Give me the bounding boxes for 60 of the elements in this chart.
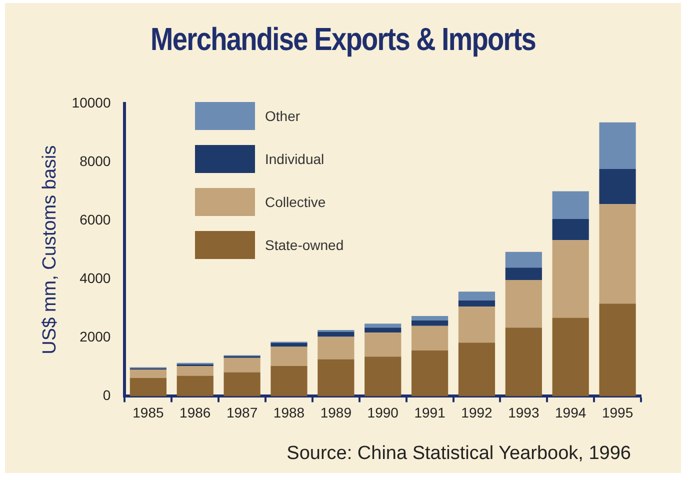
bar <box>458 300 496 307</box>
x-tick-label: 1994 <box>555 404 586 420</box>
bar <box>364 332 402 357</box>
chart-title: Merchandise Exports & Imports <box>150 21 536 58</box>
bar <box>411 326 448 351</box>
bar <box>505 280 542 328</box>
x-tick-label: 1986 <box>180 404 211 420</box>
bar <box>599 122 636 169</box>
bar <box>270 342 308 347</box>
bar <box>599 304 636 396</box>
y-tick-label: 6000 <box>80 211 111 228</box>
bar <box>318 336 354 360</box>
bar <box>176 366 214 376</box>
bar <box>270 346 308 366</box>
bar <box>411 350 448 396</box>
bar <box>224 372 260 396</box>
x-tick-label: 1988 <box>273 404 305 420</box>
bar <box>599 168 636 204</box>
y-axis-title: US$ mm, Customs basis <box>40 145 61 354</box>
bar <box>224 358 260 372</box>
bar <box>411 316 448 320</box>
legend-label: Individual <box>265 151 324 167</box>
x-tick-label: 1995 <box>602 404 634 420</box>
bar <box>552 240 589 318</box>
x-tick-label: 1993 <box>508 404 540 420</box>
legend-label: Other <box>265 108 300 124</box>
bar <box>552 191 589 220</box>
bar <box>411 320 448 326</box>
legend-label: Collective <box>265 194 326 210</box>
x-tick-label: 1989 <box>320 404 352 420</box>
y-tick-label: 8000 <box>80 152 111 169</box>
bar <box>270 366 308 396</box>
y-tick-label: 0 <box>102 387 111 404</box>
bar <box>364 324 402 328</box>
source-note: Source: China Statistical Yearbook, 1996 <box>286 443 631 465</box>
y-tick-label: 4000 <box>80 270 111 286</box>
bar <box>458 342 496 396</box>
bar <box>130 378 166 396</box>
bar <box>505 328 542 396</box>
bar <box>176 376 214 396</box>
x-tick-label: 1985 <box>132 404 164 420</box>
x-tick-label: 1990 <box>367 404 399 420</box>
x-tick-label: 1987 <box>226 404 258 420</box>
bar <box>318 332 354 337</box>
x-tick-label: 1991 <box>414 404 446 420</box>
y-tick-label: 2000 <box>80 328 111 344</box>
bar <box>364 356 402 396</box>
bar <box>458 306 496 343</box>
bar <box>130 370 166 378</box>
x-tick-label: 1992 <box>461 404 493 420</box>
bar <box>505 252 542 268</box>
bar <box>505 268 542 280</box>
y-tick-label: 10000 <box>72 94 111 110</box>
bar <box>364 328 402 333</box>
bar <box>552 318 589 396</box>
bar <box>318 359 354 396</box>
bar <box>458 292 496 300</box>
bar <box>599 204 636 304</box>
legend-label: State-owned <box>265 237 344 253</box>
bar <box>552 219 589 240</box>
